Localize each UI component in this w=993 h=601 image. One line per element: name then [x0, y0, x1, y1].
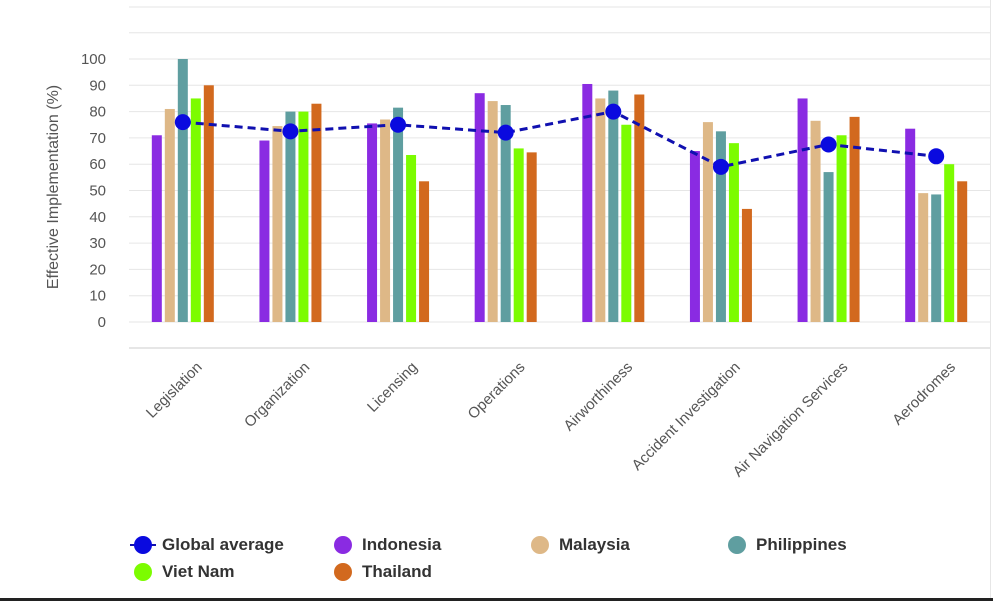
- global-average-point-organization: [282, 123, 299, 140]
- legend-symbol-malaysia: [527, 536, 553, 554]
- bar-malaysia-airworthiness: [595, 98, 606, 322]
- legend-symbol-indonesia: [330, 536, 356, 554]
- chart-svg: 0 10 20 30 40 50 60 70 80 90 100 Effective Impleme…: [45, 6, 990, 481]
- global-average-point-legislation: [174, 114, 191, 131]
- legend-label: Indonesia: [362, 535, 442, 554]
- y-axis-ticks: 0 10 20 30 40 50 60 70 80 90 100: [81, 51, 106, 331]
- legend-item-indonesia[interactable]: Indonesia: [330, 534, 441, 556]
- y-tick-label: 70: [89, 130, 106, 147]
- bar-malaysia-legislation: [164, 108, 175, 322]
- x-tick-label-air-navigation-services: Air Navigation Services: [730, 359, 852, 481]
- x-tick-label-organization: Organization: [241, 359, 313, 431]
- y-tick-label: 60: [89, 156, 106, 173]
- bar-viet-nam-organization: [298, 111, 309, 322]
- bar-philippines-legislation: [177, 59, 188, 322]
- legend-label: Thailand: [362, 562, 432, 581]
- y-tick-label: 10: [89, 288, 106, 305]
- legend-item-philippines[interactable]: Philippines: [724, 534, 847, 556]
- bar-malaysia-accident-investigation: [702, 122, 713, 323]
- bar-philippines-air-navigation-services: [823, 172, 834, 322]
- bar-thailand-licensing: [419, 181, 430, 322]
- global-average-point-operations: [497, 124, 514, 141]
- legend: Global average Indonesia Malaysia Philip…: [130, 534, 970, 586]
- bar-thailand-legislation: [203, 85, 214, 322]
- legend-item-viet-nam[interactable]: Viet Nam: [130, 561, 234, 583]
- bar-viet-nam-accident-investigation: [728, 143, 739, 322]
- bar-indonesia-legislation: [151, 135, 162, 322]
- bar-viet-nam-air-navigation-services: [836, 135, 847, 322]
- bar-philippines-organization: [285, 111, 296, 322]
- bar-thailand-air-navigation-services: [849, 116, 860, 322]
- bar-malaysia-air-navigation-services: [810, 120, 821, 323]
- x-axis-ticks: Legislation Organization Licensing Operatio…: [143, 359, 959, 481]
- global-average-line: [182, 110, 937, 169]
- x-tick-label-legislation: Legislation: [143, 359, 206, 422]
- global-average-point-airworthiness: [605, 103, 622, 120]
- bar-thailand-operations: [526, 152, 537, 322]
- bar-thailand-accident-investigation: [741, 208, 752, 322]
- legend-symbol-global-average: [130, 536, 156, 554]
- bar-thailand-aerodromes: [957, 181, 968, 322]
- x-tick-label-airworthiness: Airworthiness: [560, 359, 636, 435]
- bar-indonesia-licensing: [367, 123, 378, 322]
- y-tick-label: 30: [89, 235, 106, 252]
- global-average-series: [174, 103, 945, 175]
- global-average-point-licensing: [390, 116, 407, 133]
- bar-philippines-accident-investigation: [715, 131, 726, 322]
- frame-right-border: [990, 0, 991, 598]
- grid-lines: [129, 6, 990, 323]
- global-average-point-air-navigation-services: [820, 136, 837, 153]
- bar-indonesia-organization: [259, 140, 270, 322]
- legend-symbol-thailand: [330, 563, 356, 581]
- x-tick-label-accident-investigation: Accident Investigation: [629, 359, 744, 474]
- frame-bottom-border: [0, 598, 993, 601]
- bar-viet-nam-licensing: [406, 154, 417, 322]
- bars: [151, 59, 968, 323]
- bar-malaysia-operations: [487, 101, 498, 322]
- global-average-point-aerodromes: [928, 148, 945, 165]
- bar-thailand-airworthiness: [634, 94, 645, 322]
- y-tick-label: 50: [89, 183, 106, 200]
- x-tick-label-operations: Operations: [465, 359, 529, 423]
- bar-malaysia-licensing: [380, 119, 391, 323]
- y-tick-label: 100: [81, 51, 106, 68]
- x-tick-label-aerodromes: Aerodromes: [889, 359, 959, 429]
- y-tick-label: 80: [89, 104, 106, 121]
- bar-malaysia-aerodromes: [918, 193, 929, 322]
- bar-philippines-aerodromes: [931, 194, 942, 322]
- bar-indonesia-airworthiness: [582, 83, 593, 322]
- y-tick-label: 90: [89, 77, 106, 94]
- legend-symbol-viet-nam: [130, 563, 156, 581]
- legend-item-thailand[interactable]: Thailand: [330, 561, 432, 583]
- bar-philippines-airworthiness: [608, 90, 619, 322]
- bar-viet-nam-airworthiness: [621, 124, 632, 322]
- bar-indonesia-air-navigation-services: [797, 98, 808, 322]
- bar-thailand-organization: [311, 103, 322, 323]
- legend-label: Global average: [162, 535, 284, 554]
- legend-label: Viet Nam: [162, 562, 235, 581]
- bar-indonesia-operations: [474, 93, 485, 322]
- x-tick-label-licensing: Licensing: [364, 359, 421, 416]
- bar-indonesia-accident-investigation: [689, 151, 700, 322]
- bar-viet-nam-legislation: [190, 98, 201, 322]
- y-tick-label: 20: [89, 261, 106, 278]
- legend-label: Philippines: [756, 535, 847, 554]
- bar-viet-nam-aerodromes: [944, 164, 955, 322]
- bar-indonesia-aerodromes: [905, 128, 916, 322]
- legend-symbol-philippines: [724, 536, 750, 554]
- bar-viet-nam-operations: [513, 148, 524, 322]
- bar-philippines-licensing: [393, 107, 404, 322]
- legend-item-malaysia[interactable]: Malaysia: [527, 534, 630, 556]
- legend-label: Malaysia: [559, 535, 630, 554]
- y-tick-label: 0: [98, 314, 106, 331]
- bar-philippines-operations: [500, 105, 511, 323]
- y-tick-label: 40: [89, 209, 106, 226]
- global-average-point-accident-investigation: [712, 158, 729, 175]
- legend-item-global-average[interactable]: Global average: [130, 534, 284, 556]
- y-axis-label: Effective Implementation (%): [45, 85, 62, 289]
- bar-malaysia-organization: [272, 126, 283, 322]
